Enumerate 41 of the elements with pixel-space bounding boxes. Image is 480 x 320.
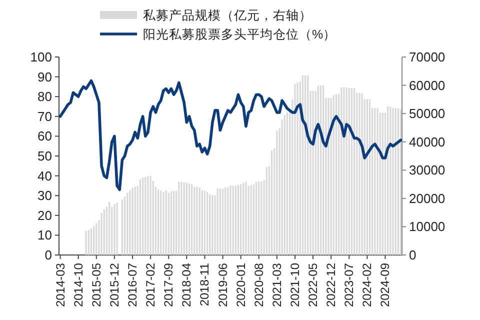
y2-tick-label: 60000 xyxy=(409,78,446,93)
legend-label: 私募产品规模（亿元，右轴） xyxy=(143,8,312,22)
line-series xyxy=(58,79,402,192)
y2-tick-label: 50000 xyxy=(409,106,446,122)
x-tick-label: 2018-04 xyxy=(180,262,194,308)
y2-tick-label: 70000 xyxy=(409,50,446,64)
y-tick-label: 0 xyxy=(44,248,52,262)
x-tick-label: 2024-02 xyxy=(360,262,374,308)
x-tick-label: 2017-02 xyxy=(144,262,158,308)
y-tick-label: 20 xyxy=(38,208,52,223)
x-tick-label: 2020-01 xyxy=(234,262,248,308)
y-tick-label: 50 xyxy=(38,148,52,164)
x-tick-label: 2014-10 xyxy=(71,262,86,308)
y2-tick-label: 40000 xyxy=(409,134,446,150)
x-tick-label: 2019-06 xyxy=(216,262,230,308)
y2-tick-label: 20000 xyxy=(409,190,446,206)
x-tick-label: 2020-08 xyxy=(252,262,266,308)
x-tick-label: 2022-05 xyxy=(306,262,320,308)
x-tick-label: 2024-09 xyxy=(378,262,392,308)
y2-tick-label: 0 xyxy=(409,248,416,262)
x-tick-label: 2022-12 xyxy=(324,262,338,308)
x-tick-label: 2021-10 xyxy=(288,262,302,308)
x-tick-label: 2016-07 xyxy=(126,262,140,308)
y-tick-label: 30 xyxy=(38,188,52,204)
x-tick-label: 2021-03 xyxy=(270,262,284,308)
x-tick-label: 2014-03 xyxy=(53,262,68,308)
y-tick-label: 40 xyxy=(38,168,52,184)
y-tick-label: 70 xyxy=(38,108,52,124)
legend-label: 阳光私募股票多头平均仓位（%） xyxy=(143,28,336,42)
y-tick-label: 10 xyxy=(38,228,52,243)
y-tick-label: 90 xyxy=(38,69,52,84)
x-tick-label: 2023-07 xyxy=(342,262,356,308)
y-tick-label: 100 xyxy=(30,50,52,64)
y2-tick-label: 30000 xyxy=(409,162,446,178)
x-tick-label: 2015-05 xyxy=(89,262,104,308)
x-tick-label: 2017-09 xyxy=(162,262,176,308)
x-tick-label: 2015-12 xyxy=(107,262,122,308)
y-tick-label: 60 xyxy=(38,128,52,144)
y-tick-label: 80 xyxy=(38,89,52,104)
x-tick-label: 2018-11 xyxy=(198,262,212,306)
y2-tick-label: 10000 xyxy=(409,219,446,234)
